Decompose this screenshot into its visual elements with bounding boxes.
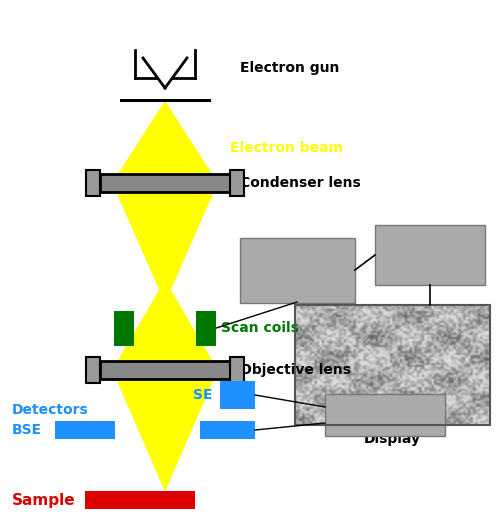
Bar (325, 394, 445, 436)
Text: Sample: Sample (12, 492, 76, 507)
Polygon shape (113, 183, 217, 290)
Bar (100, 174, 230, 192)
Bar (230, 357, 244, 383)
Text: Magnification
control: Magnification control (249, 256, 345, 284)
Polygon shape (113, 370, 217, 490)
Bar (100, 361, 230, 379)
Text: Amplifier: Amplifier (350, 408, 420, 422)
Text: SE: SE (192, 388, 212, 402)
Text: Electron gun: Electron gun (240, 61, 340, 75)
Text: Scan
generator: Scan generator (395, 241, 465, 269)
Bar (85, 491, 195, 509)
Bar (240, 238, 355, 303)
Bar (220, 381, 255, 409)
Text: Display: Display (364, 432, 420, 446)
Bar (86, 170, 100, 196)
Text: Objective lens: Objective lens (240, 363, 351, 377)
Polygon shape (113, 102, 217, 183)
Bar (200, 421, 255, 439)
Bar (230, 170, 244, 196)
Bar (196, 311, 216, 346)
Text: Scan coils: Scan coils (222, 321, 299, 335)
Bar (55, 421, 115, 439)
Bar (295, 305, 490, 425)
Bar (375, 225, 485, 285)
Text: Detectors: Detectors (12, 403, 89, 417)
Text: Condenser lens: Condenser lens (240, 176, 361, 190)
Text: BSE: BSE (12, 423, 42, 437)
Bar (114, 311, 134, 346)
Polygon shape (113, 290, 217, 370)
Bar (86, 357, 100, 383)
Text: Electron beam: Electron beam (230, 141, 343, 155)
